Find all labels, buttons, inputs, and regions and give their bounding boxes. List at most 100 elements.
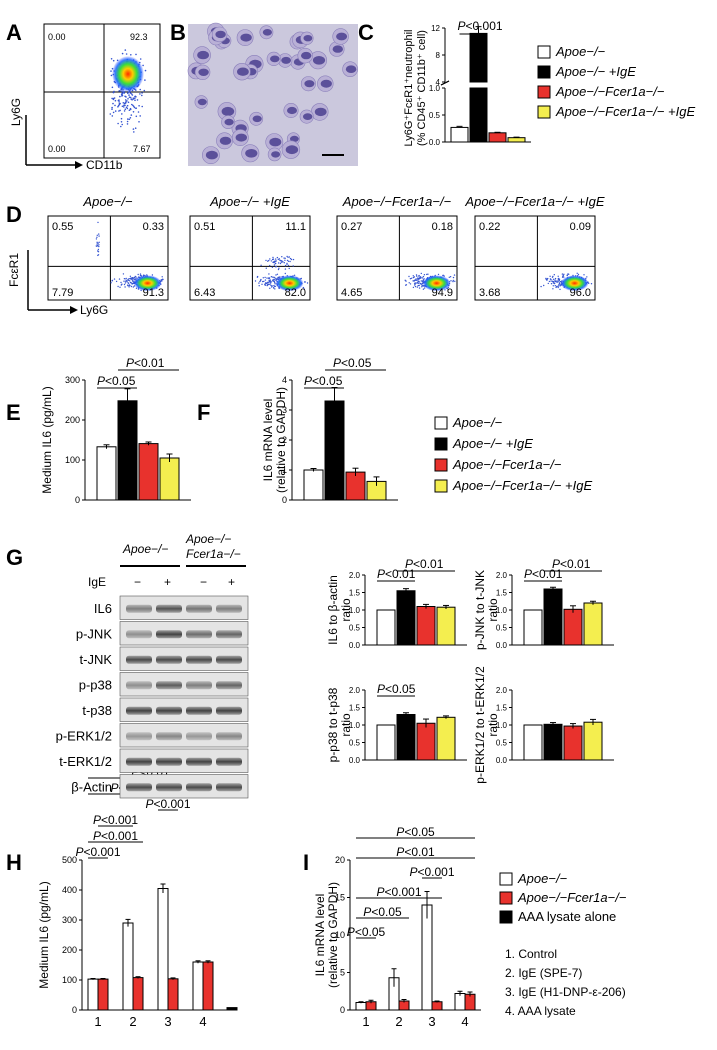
blot-band [186, 655, 212, 664]
y-axis-label: Ly6G⁺FcεR1⁺neutrophil [403, 30, 415, 147]
significance-label: P<0.001 [376, 885, 421, 899]
y-tick-label: 100 [62, 975, 77, 985]
legend-mid: Apoe−/− Apoe−/− +IgE Apoe−/−Fcer1a−/− Apoe−… [434, 415, 592, 493]
flow-title: Apoe−/−Fcer1a−/− +IgE [464, 194, 604, 209]
y-axis-label: ratio [486, 598, 500, 622]
significance-label: P<0.01 [405, 557, 444, 571]
quadrant-ul-value: 0.22 [479, 221, 500, 233]
y-tick-label: 0 [72, 1005, 77, 1015]
legend-swatch [537, 85, 551, 99]
legend-label: Apoe−/− +IgE [555, 64, 636, 79]
blot-strip [119, 748, 249, 773]
y-tick-label: 8 [436, 51, 441, 60]
blot-band [216, 732, 242, 741]
chart-e: 0 100 200 300 P<0.05 P<0.01 Medium IL6 (pg/mL) [40, 356, 191, 505]
x-tick-label: 3 [428, 1014, 435, 1029]
legend-swatch [499, 872, 513, 886]
chart-g2: 0.00.51.01.52.0 P<0.01P<0.01p-JNK to t-JN… [473, 557, 614, 650]
ige-label: IgE [88, 575, 106, 589]
bar [507, 137, 526, 143]
flow-hotspot [112, 56, 144, 92]
quadrant-lr-value: 91.3 [143, 287, 164, 299]
significance-label: P<0.001 [93, 829, 138, 843]
y-tick-label: 4 [436, 78, 441, 87]
blot-band [126, 604, 152, 613]
blot-row-label: p-p38 [79, 677, 112, 692]
y-tick-label: 0.0 [349, 641, 361, 650]
blot-band [186, 732, 212, 741]
blot-group-2a: Apoe−/− [185, 532, 231, 546]
significance-label: P<0.05 [333, 356, 372, 370]
flow-hotspot [133, 275, 162, 292]
flow-hotspot [422, 275, 451, 292]
blot-strip [119, 672, 249, 697]
bar [436, 716, 456, 761]
y-tick-label: 2 [282, 435, 287, 445]
blot-band [216, 604, 242, 613]
legend-label: Apoe−/−Fcer1a−/− +IgE [555, 104, 695, 119]
bar [454, 993, 466, 1011]
y-axis-label: (relative to GAPDH) [326, 882, 340, 988]
quadrant-lr-value: 7.67 [133, 144, 151, 154]
significance-label: P<0.001 [145, 797, 190, 811]
x-tick-label: 1 [362, 1014, 369, 1029]
x-tick-label: 2 [395, 1014, 402, 1029]
significance-label: P<0.01 [126, 356, 165, 370]
blot-band [186, 706, 212, 715]
y-axis-label: IL6 to β-actin [326, 575, 340, 645]
bar [324, 400, 345, 501]
y-tick-label: 1.0 [349, 606, 361, 615]
y-tick-label: 1.0 [429, 84, 441, 93]
panel-letter-h: H [6, 850, 22, 875]
y-tick-label: 0.5 [429, 111, 441, 120]
legend-swatch [499, 891, 513, 905]
blot-band [126, 783, 152, 792]
blot-strip [119, 723, 249, 748]
y-tick-label: 0.5 [349, 624, 361, 633]
ige-sign-1: − [134, 575, 141, 589]
panel-letter-d: D [6, 202, 22, 227]
bar [132, 977, 144, 1011]
legend-label: Apoe−/−Fcer1a−/− +IgE [452, 478, 592, 493]
y-tick-label: 1.5 [349, 589, 361, 598]
y-axis-label: p-p38 to t-p38 [326, 687, 340, 762]
y-tick-label: 0 [340, 1005, 345, 1015]
significance-label: P<0.05 [377, 682, 416, 696]
bar [421, 904, 433, 1011]
x-tick-label: 2 [129, 1014, 136, 1029]
panel-a-ylabel: Ly6G [9, 98, 23, 126]
blot-band [156, 681, 182, 690]
legend-bottom: Apoe−/− Apoe−/−Fcer1a−/− AAA lysate alone [499, 871, 627, 924]
chart-g4: 0.0 0.5 1.0 1.5 2.0 p-ERK1/2 to t-ERK1/2 ratio [473, 666, 614, 784]
chart-c: 0.0 0.5 1.04 8 12 P<0.001 Ly6G⁺FcεR1⁺neutrophi… [403, 19, 531, 147]
bar [583, 602, 603, 646]
panel-letter-b: B [170, 20, 186, 45]
y-tick-label: 4 [282, 375, 287, 385]
y-tick-label: 0.0 [496, 641, 508, 650]
legend-label: Apoe−/− [555, 44, 606, 59]
y-tick-label: 0.0 [349, 756, 361, 765]
panel-letter-e: E [6, 400, 21, 425]
bar [87, 978, 99, 1011]
ige-sign-3: − [200, 575, 207, 589]
legend-label: Apoe−/− [517, 871, 568, 886]
blot-band [186, 757, 212, 766]
blot-band [216, 681, 242, 690]
quadrant-ur-value: 0.33 [143, 221, 164, 233]
bar [376, 724, 396, 761]
y-axis-label: p-JNK to t-JNK [473, 570, 487, 650]
x-arrow-icon [75, 161, 83, 169]
x-tick-label: 4 [199, 1014, 206, 1029]
bar [563, 608, 583, 646]
quadrant-ur-value: 92.3 [130, 32, 148, 42]
quadrant-lr-value: 94.9 [432, 287, 453, 299]
y-axis-label: ratio [339, 713, 353, 737]
y-tick-label: 300 [65, 375, 80, 385]
bar [159, 457, 180, 501]
y-tick-label: 500 [62, 855, 77, 865]
significance-label: P<0.05 [97, 374, 136, 388]
y-tick-label: 0.0 [496, 756, 508, 765]
y-tick-label: 2.0 [349, 571, 361, 580]
